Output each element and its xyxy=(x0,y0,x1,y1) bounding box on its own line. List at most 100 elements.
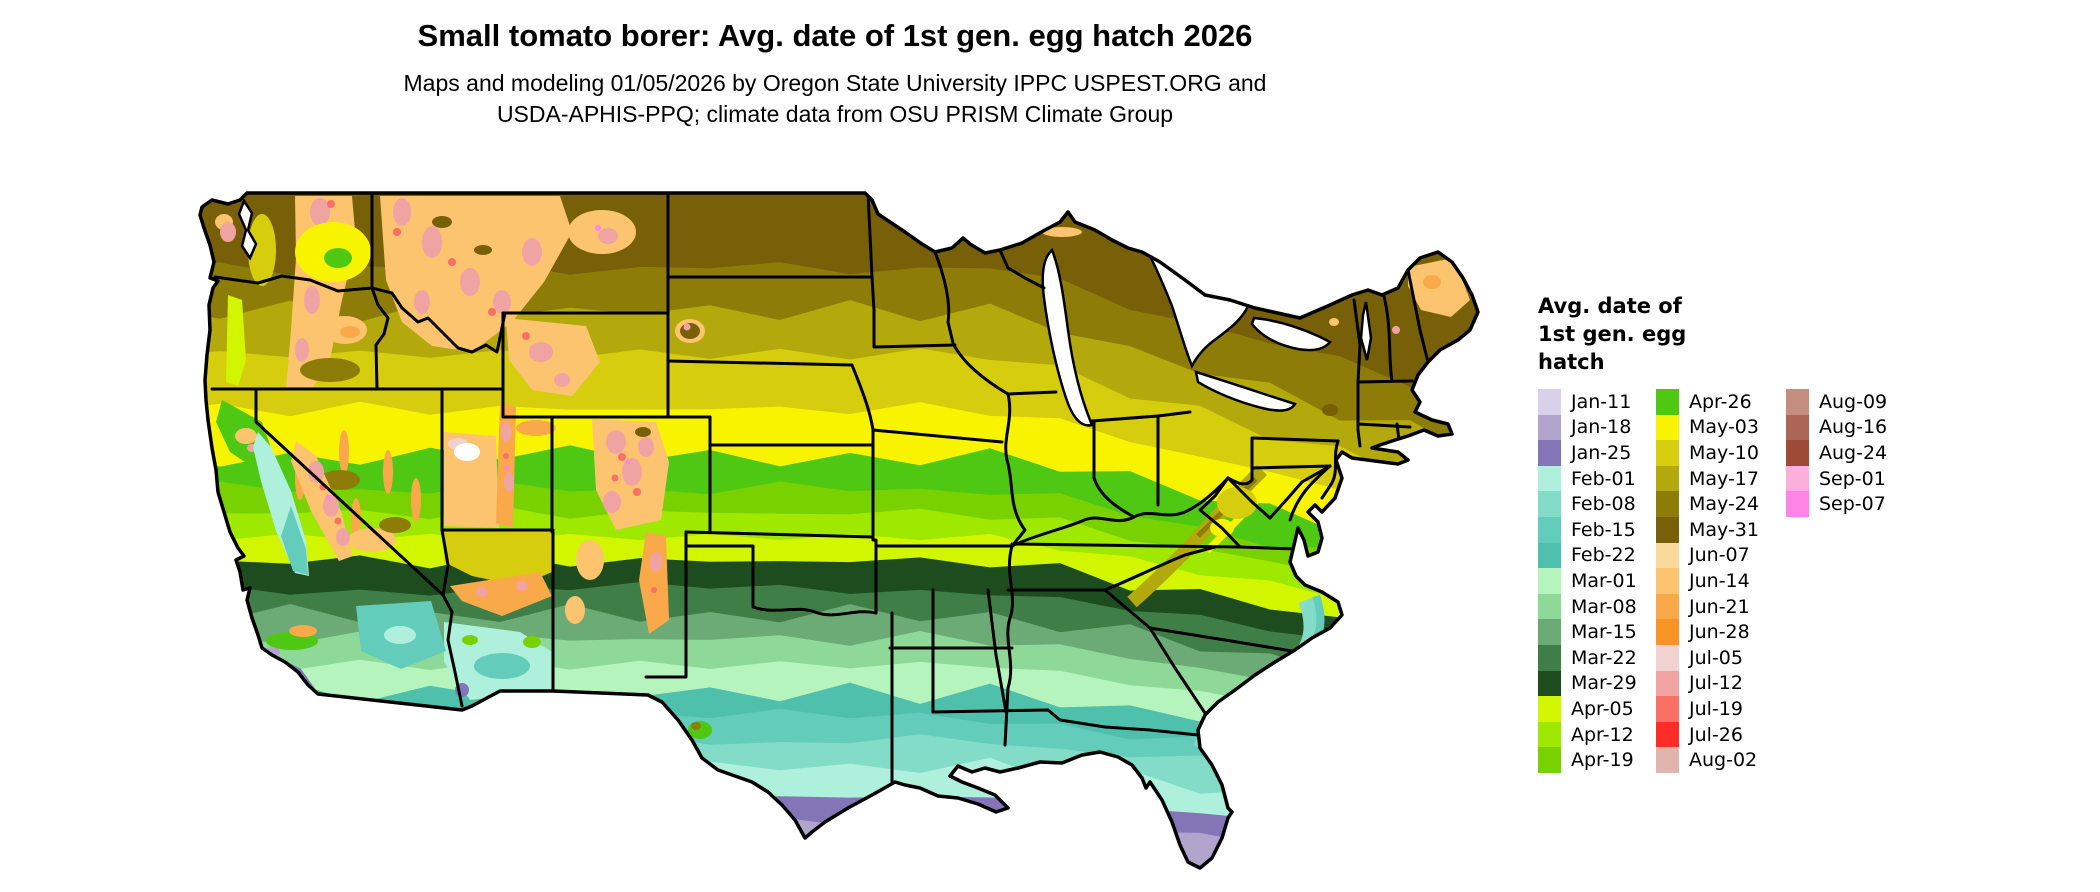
legend-swatch xyxy=(1538,465,1561,492)
legend-label: Jan-11 xyxy=(1571,390,1632,413)
legend-swatch xyxy=(1656,414,1679,441)
legend-entry: Jan-11 xyxy=(1538,389,1656,415)
legend-label: Mar-15 xyxy=(1571,621,1637,644)
map-band-Feb-01 xyxy=(200,756,1478,868)
legend-entry: Jul-26 xyxy=(1656,721,1786,748)
legend-swatch xyxy=(1538,440,1561,466)
subtitle-line-1: Maps and modeling 01/05/2026 by Oregon S… xyxy=(403,70,1267,96)
legend-label: Jan-18 xyxy=(1571,416,1632,439)
legend-swatch xyxy=(1538,516,1561,543)
legend-swatch xyxy=(1538,670,1561,697)
legend-label: Sep-01 xyxy=(1819,467,1886,490)
legend-column: Aug-09 Aug-16 Aug-24 Sep-01 Sep-07 xyxy=(1786,389,1896,773)
legend-swatch xyxy=(1786,465,1809,492)
legend-swatch xyxy=(1538,491,1561,517)
legend-swatch xyxy=(1538,721,1561,748)
legend-label: May-03 xyxy=(1689,416,1759,439)
legend-entry: Mar-29 xyxy=(1538,670,1656,697)
legend-label: Mar-29 xyxy=(1571,672,1637,695)
legend-swatch xyxy=(1538,389,1561,415)
us-map-svg xyxy=(198,191,1480,870)
legend-entry: Feb-15 xyxy=(1538,516,1656,543)
legend-label: Feb-22 xyxy=(1571,544,1636,567)
legend-label: Aug-16 xyxy=(1819,416,1888,439)
legend-entry: Feb-22 xyxy=(1538,542,1656,569)
legend-label: Apr-26 xyxy=(1689,390,1752,413)
legend-columns: Jan-11 Jan-18 Jan-25 Feb-01 Feb-08 Feb-15 Feb-… xyxy=(1538,389,1958,773)
legend-label: Jul-19 xyxy=(1689,697,1743,720)
legend-entry: Mar-22 xyxy=(1538,644,1656,671)
puget-sound xyxy=(237,198,258,261)
legend-entry: Aug-16 xyxy=(1786,414,1896,441)
great-lakes xyxy=(237,198,1373,461)
legend-label: Jun-28 xyxy=(1689,621,1750,644)
great-salt-lake xyxy=(454,443,480,461)
legend-swatch xyxy=(1656,465,1679,492)
lake-erie xyxy=(1194,370,1297,412)
legend-entry: Jun-07 xyxy=(1656,542,1786,569)
legend-entry: Mar-01 xyxy=(1538,568,1656,594)
legend-entry: May-24 xyxy=(1656,491,1786,517)
legend-swatch xyxy=(1538,593,1561,620)
legend-entry: Jun-28 xyxy=(1656,619,1786,645)
legend-swatch xyxy=(1786,389,1809,415)
legend-swatch xyxy=(1538,542,1561,569)
legend-label: Mar-22 xyxy=(1571,646,1637,669)
legend-entry: Mar-15 xyxy=(1538,619,1656,645)
legend-swatch xyxy=(1538,414,1561,441)
legend-label: Jul-05 xyxy=(1689,646,1743,669)
legend-label: Feb-08 xyxy=(1571,493,1636,516)
legend-entry: Mar-08 xyxy=(1538,593,1656,620)
legend-swatch xyxy=(1538,747,1561,773)
lake-ontario xyxy=(1250,316,1332,352)
legend-swatch xyxy=(1656,721,1679,748)
legend-label: Jul-26 xyxy=(1689,723,1743,746)
legend-entry: Aug-24 xyxy=(1786,440,1896,466)
legend-label: May-10 xyxy=(1689,441,1759,464)
legend-swatch xyxy=(1656,516,1679,543)
map-band-Jan-11 xyxy=(200,838,1478,868)
legend-entry: Jul-05 xyxy=(1656,644,1786,671)
terrain-overlays xyxy=(215,196,1470,815)
legend-swatch xyxy=(1656,644,1679,671)
legend-entry: May-17 xyxy=(1656,465,1786,492)
legend-entry: Apr-19 xyxy=(1538,747,1656,773)
legend-label: Jun-21 xyxy=(1689,595,1750,618)
subtitle-line-2: USDA-APHIS-PPQ; climate data from OSU PR… xyxy=(496,101,1174,127)
legend-swatch xyxy=(1656,696,1679,722)
legend-label: May-31 xyxy=(1689,518,1759,541)
legend-label: Apr-12 xyxy=(1571,723,1634,746)
header: Small tomato borer: Avg. date of 1st gen… xyxy=(0,0,1670,130)
lake-michigan xyxy=(1041,247,1094,427)
legend-entry: Jul-12 xyxy=(1656,670,1786,697)
legend-label: Apr-05 xyxy=(1571,697,1634,720)
legend-title-line-2: 1st gen. egg xyxy=(1538,322,1687,346)
legend-entry: May-03 xyxy=(1656,414,1786,441)
legend-entry: Jun-21 xyxy=(1656,593,1786,620)
legend-column: Jan-11 Jan-18 Jan-25 Feb-01 Feb-08 Feb-15 Feb-… xyxy=(1538,389,1656,773)
us-outline xyxy=(198,191,1480,870)
legend-label: Aug-09 xyxy=(1819,390,1888,413)
legend-swatch xyxy=(1656,747,1679,773)
page-subtitle: Maps and modeling 01/05/2026 by Oregon S… xyxy=(0,68,1670,130)
map-band-Feb-08 xyxy=(200,734,1478,868)
map-band-Jan-18 xyxy=(200,817,1478,868)
legend-entry: Apr-26 xyxy=(1656,389,1786,415)
legend-title-line-1: Avg. date of xyxy=(1538,294,1682,318)
legend-label: Feb-15 xyxy=(1571,518,1636,541)
legend-entry: May-10 xyxy=(1656,440,1786,466)
legend-swatch xyxy=(1786,414,1809,441)
legend-swatch xyxy=(1656,491,1679,517)
legend-swatch xyxy=(1538,644,1561,671)
legend-entry: May-31 xyxy=(1656,516,1786,543)
legend-swatch xyxy=(1538,568,1561,594)
legend-label: Feb-01 xyxy=(1571,467,1636,490)
state-borders xyxy=(210,193,1430,784)
legend-title: Avg. date of 1st gen. egg hatch xyxy=(1538,292,1958,376)
legend-entry: Jan-18 xyxy=(1538,414,1656,441)
legend-swatch xyxy=(1656,389,1679,415)
legend-entry: Feb-08 xyxy=(1538,491,1656,517)
legend-label: Jun-07 xyxy=(1689,544,1750,567)
legend-swatch xyxy=(1538,619,1561,645)
